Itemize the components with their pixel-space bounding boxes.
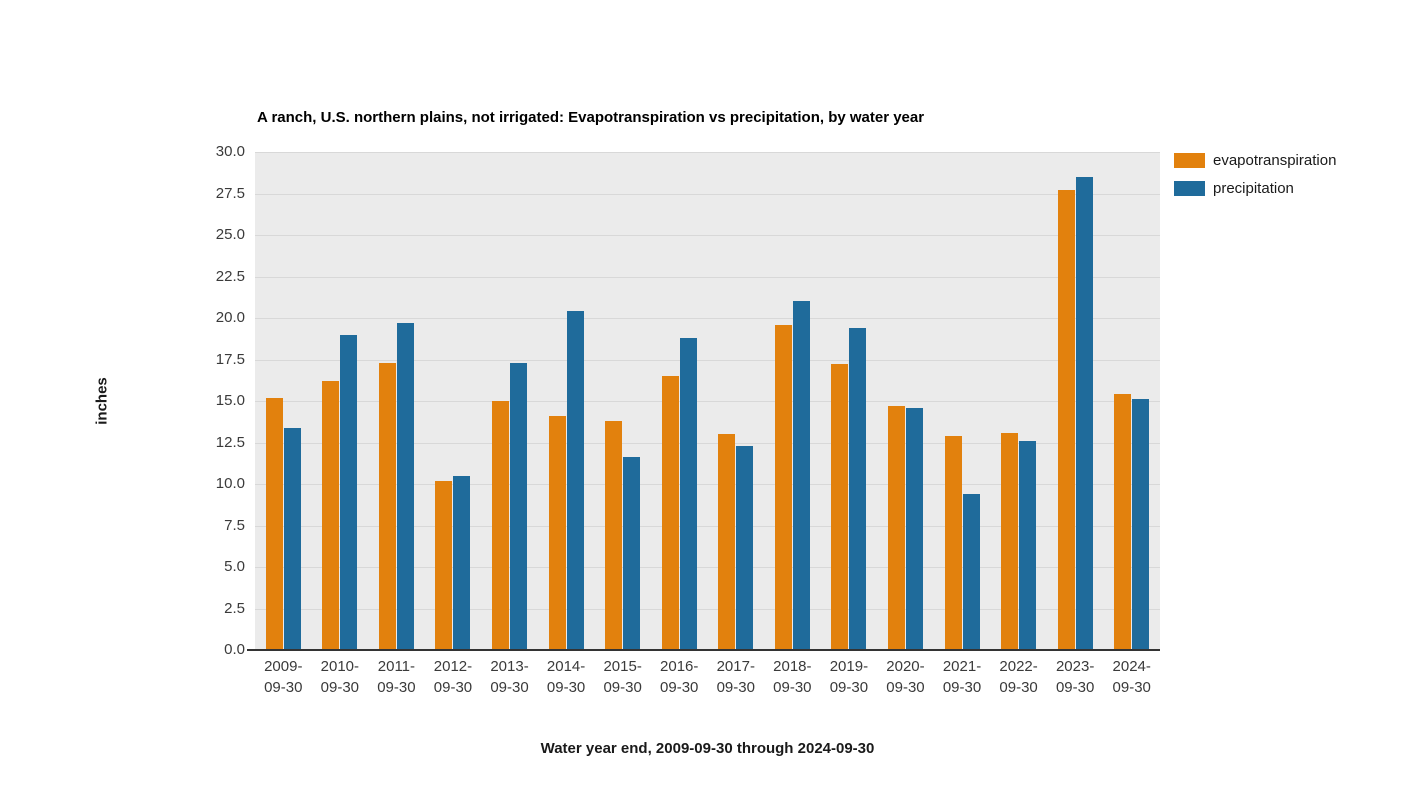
x-tick-label: 2021- 09-30 [942, 658, 982, 696]
bar-evapotranspiration [492, 401, 510, 650]
bar-evapotranspiration [887, 405, 905, 650]
legend-label-precipitation: precipitation [1213, 180, 1294, 197]
y-tick-label: 15.0 [215, 392, 245, 409]
bar-precipitation [736, 445, 754, 650]
x-tick-label: 2016- 09-30 [660, 658, 699, 696]
bar-evapotranspiration [435, 480, 453, 650]
bar-evapotranspiration [718, 434, 736, 650]
bar-precipitation [396, 322, 414, 650]
y-tick-label: 20.0 [215, 309, 245, 326]
gridline [255, 359, 1160, 361]
y-tick-label: 25.0 [215, 226, 245, 243]
bar-precipitation [510, 362, 528, 650]
plot-area [255, 152, 1160, 650]
gridline [255, 401, 1160, 402]
bar-evapotranspiration [661, 376, 679, 650]
bar-precipitation [1075, 176, 1093, 650]
y-tick-label: 12.5 [215, 433, 245, 451]
bar-evapotranspiration [378, 362, 396, 650]
y-tick-label: 30.0 [215, 143, 245, 160]
bar-precipitation [1132, 399, 1150, 650]
x-tick-label: 2010- 09-30 [320, 658, 360, 696]
x-tick-label: 2012- 09-30 [433, 658, 473, 696]
gridline [255, 442, 1160, 444]
bar-evapotranspiration [1114, 394, 1132, 650]
gridline [255, 525, 1160, 527]
y-tick-label: 7.5 [224, 516, 245, 534]
gridline [255, 567, 1160, 568]
legend-swatch-evapotranspiration-icon [1174, 153, 1205, 168]
gridline [255, 193, 1160, 195]
x-tick-label: 2015- 09-30 [603, 658, 642, 696]
gridline [255, 484, 1160, 485]
y-axis-title: inches [93, 377, 111, 425]
bar-evapotranspiration [322, 381, 340, 650]
bar-evapotranspiration [548, 415, 566, 650]
x-tick-label: 2022- 09-30 [999, 658, 1038, 696]
bar-evapotranspiration [265, 397, 283, 650]
y-tick-label: 10.0 [215, 475, 245, 492]
gridline [255, 318, 1160, 319]
x-tick-label: 2017- 09-30 [716, 658, 755, 696]
bar-precipitation [566, 311, 584, 650]
bar-precipitation [1019, 440, 1037, 650]
legend-item-evapotranspiration: evapotranspiration [1174, 152, 1336, 169]
y-tick-label: 27.5 [215, 184, 245, 202]
y-tick-label: 0.0 [224, 641, 245, 658]
y-tick-label: 22.5 [215, 267, 245, 285]
gridline [255, 276, 1160, 278]
bar-precipitation [283, 427, 301, 650]
legend-swatch-precipitation-icon [1174, 181, 1205, 196]
x-axis-title: Water year end, 2009-09-30 through 2024-… [540, 740, 875, 757]
legend: evapotranspiration precipitation [1174, 152, 1336, 197]
bar-precipitation [792, 301, 810, 650]
bar-evapotranspiration [1001, 432, 1019, 650]
bar-evapotranspiration [605, 420, 623, 650]
bar-precipitation [453, 475, 471, 650]
bar-evapotranspiration [1057, 190, 1075, 650]
x-tick-label: 2018- 09-30 [773, 658, 812, 696]
gridline [255, 608, 1160, 610]
x-tick-label: 2014- 09-30 [546, 658, 586, 696]
x-tick-label: 2023- 09-30 [1055, 658, 1095, 696]
chart-title: A ranch, U.S. northern plains, not irrig… [257, 109, 925, 126]
bar-precipitation [623, 457, 641, 650]
bar-evapotranspiration [774, 324, 792, 650]
legend-label-evapotranspiration: evapotranspiration [1213, 152, 1337, 169]
x-tick-label: 2013- 09-30 [490, 658, 529, 696]
y-tick-label: 5.0 [224, 558, 245, 575]
x-tick-label: 2009- 09-30 [264, 658, 303, 696]
x-tick-label: 2019- 09-30 [829, 658, 869, 696]
bar-precipitation [340, 334, 358, 650]
y-tick-label: 17.5 [215, 350, 245, 368]
bar-evapotranspiration [831, 364, 849, 650]
x-tick-label: 2011- 09-30 [377, 658, 416, 696]
gridline [255, 235, 1160, 236]
bar-precipitation [905, 407, 923, 650]
bar-precipitation [962, 493, 980, 650]
y-tick-label: 2.5 [224, 599, 245, 617]
x-tick-label: 2024- 09-30 [1112, 658, 1151, 696]
bar-precipitation [849, 327, 867, 650]
x-axis-line [247, 649, 1160, 651]
x-tick-label: 2020- 09-30 [886, 658, 925, 696]
bar-precipitation [679, 337, 697, 650]
gridline [255, 152, 1160, 153]
legend-item-precipitation: precipitation [1174, 180, 1336, 197]
bar-evapotranspiration [944, 435, 962, 650]
